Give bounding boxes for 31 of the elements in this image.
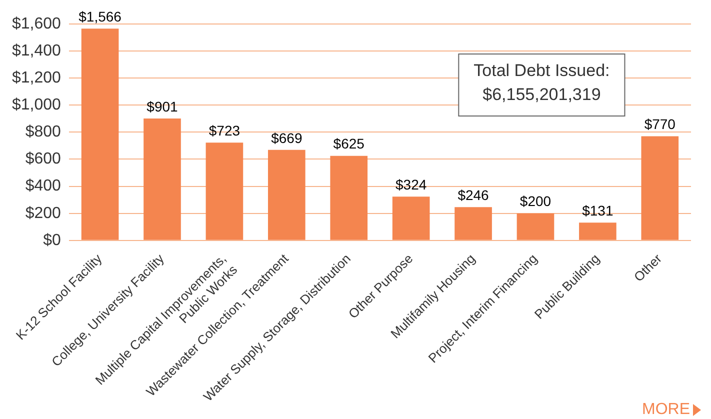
bar — [579, 222, 616, 240]
bar — [268, 150, 306, 240]
annotation: Total Debt Issued: $6,155,201,319 — [474, 61, 610, 104]
text: MORE — [642, 401, 690, 419]
data-label: $1,566 — [78, 8, 122, 24]
y-tick-label: $1,600 — [12, 15, 62, 32]
y-tick-label: $1,000 — [12, 96, 62, 114]
y-tick-label: $1,400 — [12, 42, 62, 60]
bar — [206, 142, 244, 240]
bar — [641, 136, 679, 240]
y-tick-label: $1,200 — [12, 70, 62, 87]
bar — [392, 196, 430, 240]
data-label: $200 — [520, 193, 552, 210]
data-label: $131 — [582, 202, 614, 219]
data-label: $770 — [644, 116, 676, 132]
data-label: $723 — [208, 122, 240, 138]
y-tick-label: $200 — [25, 204, 62, 222]
data-label: $669 — [271, 130, 302, 146]
data-label: $246 — [458, 186, 490, 203]
y-tick-label: $600 — [25, 150, 62, 168]
bar — [81, 28, 119, 240]
data-label: $901 — [146, 98, 178, 114]
y-tick-label: $800 — [25, 124, 62, 141]
data-label: $324 — [395, 176, 427, 192]
data-label: $625 — [333, 136, 365, 152]
y-tick-label: $0 — [43, 232, 62, 249]
bar — [454, 207, 492, 240]
y-tick-label: $400 — [25, 178, 62, 195]
bar — [330, 156, 368, 240]
bar — [144, 118, 181, 240]
bar — [516, 213, 554, 240]
